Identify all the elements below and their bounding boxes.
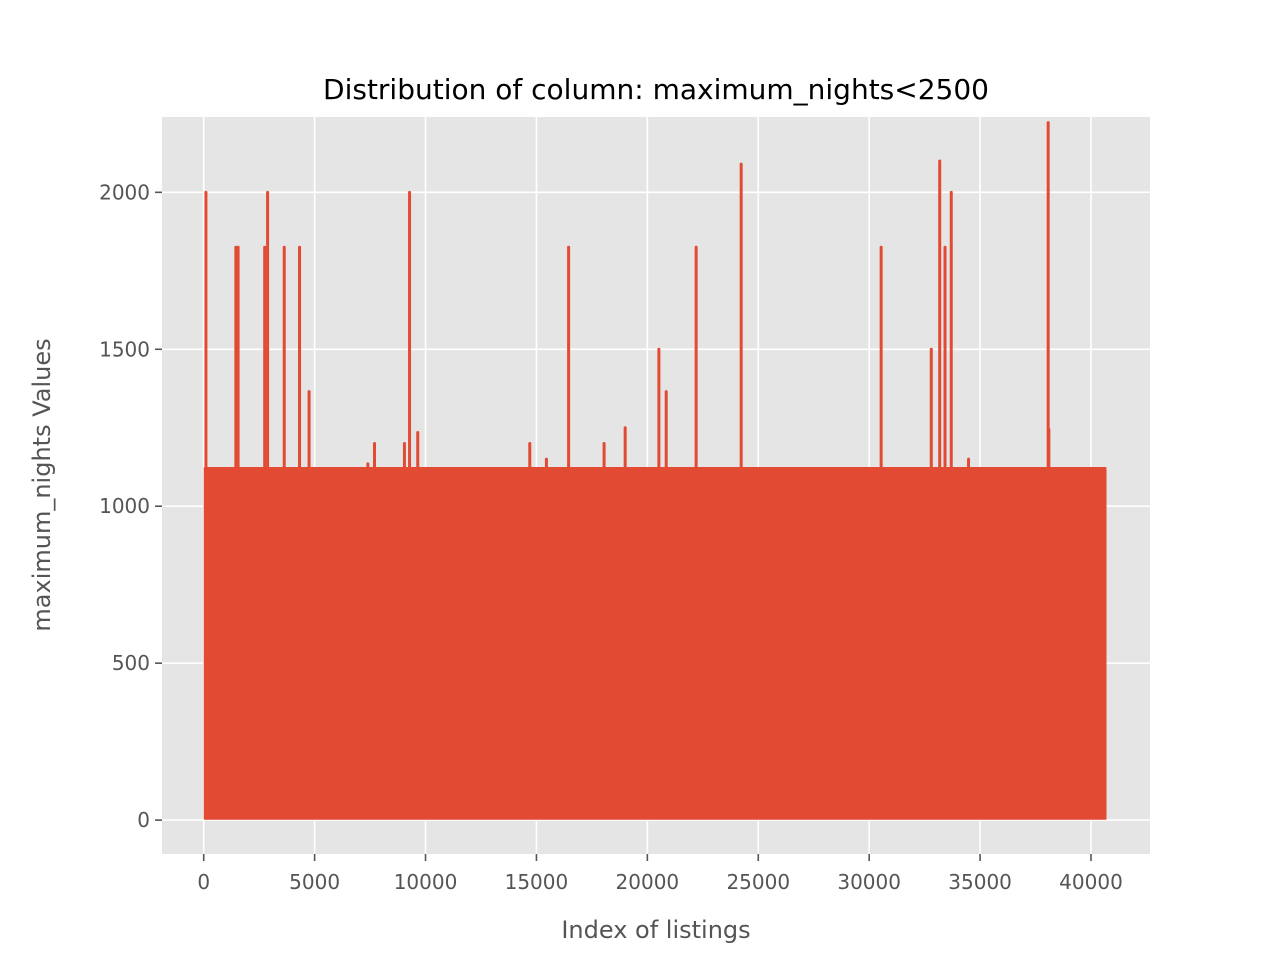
x-tick-label: 0 <box>197 870 210 894</box>
x-tick-label: 35000 <box>948 870 1012 894</box>
x-axis-ticks: 0 5000 10000 15000 20000 25000 30000 35000 40000 <box>197 854 1123 894</box>
x-tick-label: 25000 <box>726 870 790 894</box>
x-tick-label: 5000 <box>289 870 340 894</box>
y-tick-label: 0 <box>137 808 150 832</box>
y-tick-label: 500 <box>112 651 150 675</box>
x-tick-label: 40000 <box>1059 870 1123 894</box>
y-tick-label: 1000 <box>99 494 150 518</box>
x-tick-label: 30000 <box>837 870 901 894</box>
chart-title: Distribution of column: maximum_nights<2… <box>323 73 989 106</box>
y-tick-label: 1500 <box>99 337 150 361</box>
y-tick-label: 2000 <box>99 180 150 204</box>
x-tick-label: 10000 <box>394 870 458 894</box>
y-axis-ticks: 0 500 1000 1500 2000 <box>99 180 162 832</box>
data-series <box>203 121 1107 820</box>
x-tick-label: 15000 <box>505 870 569 894</box>
x-axis-label: Index of listings <box>561 916 750 944</box>
x-tick-label: 20000 <box>616 870 680 894</box>
series-dense-band <box>203 466 1107 820</box>
y-axis-label: maximum_nights Values <box>28 338 56 631</box>
